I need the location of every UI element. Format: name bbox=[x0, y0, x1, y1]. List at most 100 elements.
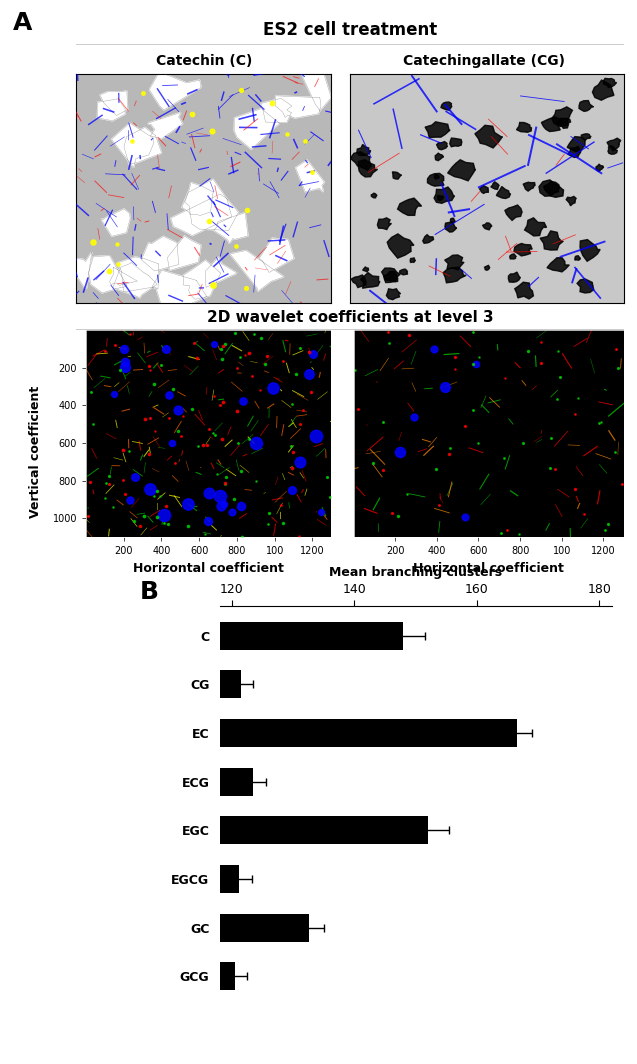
Polygon shape bbox=[234, 109, 280, 149]
Polygon shape bbox=[113, 263, 157, 298]
Polygon shape bbox=[496, 186, 511, 199]
Polygon shape bbox=[510, 254, 517, 259]
Polygon shape bbox=[362, 267, 369, 272]
Polygon shape bbox=[111, 123, 154, 168]
Polygon shape bbox=[441, 102, 452, 111]
Polygon shape bbox=[607, 138, 621, 151]
Polygon shape bbox=[427, 173, 444, 186]
Polygon shape bbox=[152, 270, 207, 315]
Polygon shape bbox=[434, 187, 454, 203]
Polygon shape bbox=[150, 72, 201, 110]
Polygon shape bbox=[387, 288, 401, 300]
Polygon shape bbox=[579, 101, 594, 112]
Polygon shape bbox=[261, 98, 292, 122]
Polygon shape bbox=[371, 194, 377, 198]
Bar bbox=[220, 914, 308, 942]
Polygon shape bbox=[543, 182, 559, 196]
Polygon shape bbox=[397, 198, 422, 215]
Polygon shape bbox=[117, 257, 159, 293]
Polygon shape bbox=[435, 153, 443, 161]
Polygon shape bbox=[361, 272, 380, 288]
Polygon shape bbox=[141, 236, 179, 271]
Polygon shape bbox=[74, 252, 92, 288]
Polygon shape bbox=[575, 255, 580, 261]
Polygon shape bbox=[351, 275, 366, 287]
Polygon shape bbox=[423, 235, 434, 244]
Polygon shape bbox=[445, 222, 457, 232]
Polygon shape bbox=[101, 209, 130, 236]
Polygon shape bbox=[399, 269, 408, 275]
Polygon shape bbox=[608, 146, 617, 154]
X-axis label: Mean branching clusters: Mean branching clusters bbox=[329, 566, 502, 579]
Bar bbox=[220, 719, 517, 747]
Polygon shape bbox=[425, 121, 450, 137]
Polygon shape bbox=[259, 238, 294, 272]
Polygon shape bbox=[230, 250, 284, 292]
Polygon shape bbox=[436, 142, 447, 150]
Polygon shape bbox=[434, 174, 440, 180]
Polygon shape bbox=[359, 160, 378, 177]
Text: Catechingallate (CG): Catechingallate (CG) bbox=[403, 54, 565, 68]
Polygon shape bbox=[580, 239, 600, 262]
Text: A: A bbox=[13, 11, 32, 35]
Polygon shape bbox=[445, 255, 464, 270]
Polygon shape bbox=[448, 160, 475, 181]
Polygon shape bbox=[97, 99, 125, 121]
Polygon shape bbox=[392, 172, 401, 179]
Text: Vertical coefficient: Vertical coefficient bbox=[29, 386, 41, 518]
Polygon shape bbox=[350, 152, 371, 170]
Polygon shape bbox=[491, 182, 499, 189]
Polygon shape bbox=[296, 160, 324, 192]
Polygon shape bbox=[505, 205, 522, 220]
Polygon shape bbox=[171, 194, 232, 235]
Polygon shape bbox=[577, 279, 594, 293]
Polygon shape bbox=[485, 265, 490, 270]
Polygon shape bbox=[515, 282, 533, 299]
Polygon shape bbox=[524, 218, 547, 236]
Polygon shape bbox=[483, 222, 492, 230]
Bar bbox=[220, 767, 254, 796]
Polygon shape bbox=[567, 136, 585, 152]
Polygon shape bbox=[275, 96, 321, 118]
Polygon shape bbox=[183, 261, 220, 299]
Polygon shape bbox=[100, 90, 127, 116]
Polygon shape bbox=[508, 272, 520, 282]
X-axis label: Horizontal coefficient: Horizontal coefficient bbox=[413, 562, 564, 575]
Polygon shape bbox=[603, 79, 617, 87]
Polygon shape bbox=[377, 218, 392, 230]
Polygon shape bbox=[185, 180, 238, 231]
Polygon shape bbox=[382, 268, 400, 282]
Polygon shape bbox=[450, 218, 455, 222]
Polygon shape bbox=[410, 257, 415, 263]
Polygon shape bbox=[214, 213, 248, 244]
Polygon shape bbox=[480, 185, 489, 194]
Polygon shape bbox=[568, 147, 581, 157]
Polygon shape bbox=[300, 67, 331, 112]
Bar bbox=[220, 670, 241, 698]
Polygon shape bbox=[552, 106, 573, 127]
Polygon shape bbox=[357, 145, 371, 155]
Polygon shape bbox=[566, 197, 576, 205]
Polygon shape bbox=[383, 271, 397, 283]
Text: Catechin (C): Catechin (C) bbox=[155, 54, 252, 68]
Polygon shape bbox=[596, 164, 604, 171]
Polygon shape bbox=[514, 244, 532, 256]
Polygon shape bbox=[540, 231, 563, 250]
Polygon shape bbox=[475, 126, 503, 148]
Polygon shape bbox=[443, 267, 466, 283]
Polygon shape bbox=[110, 267, 137, 285]
Polygon shape bbox=[450, 138, 462, 147]
Polygon shape bbox=[182, 183, 213, 216]
Polygon shape bbox=[168, 236, 201, 270]
Bar bbox=[220, 962, 235, 991]
Polygon shape bbox=[517, 122, 531, 132]
Text: B: B bbox=[140, 580, 159, 604]
Polygon shape bbox=[148, 113, 183, 139]
Bar bbox=[220, 816, 428, 845]
X-axis label: Horizontal coefficient: Horizontal coefficient bbox=[133, 562, 284, 575]
Polygon shape bbox=[124, 128, 162, 164]
Text: ES2 cell treatment: ES2 cell treatment bbox=[263, 21, 438, 38]
Polygon shape bbox=[206, 256, 237, 287]
Polygon shape bbox=[557, 118, 571, 129]
Polygon shape bbox=[541, 117, 561, 132]
